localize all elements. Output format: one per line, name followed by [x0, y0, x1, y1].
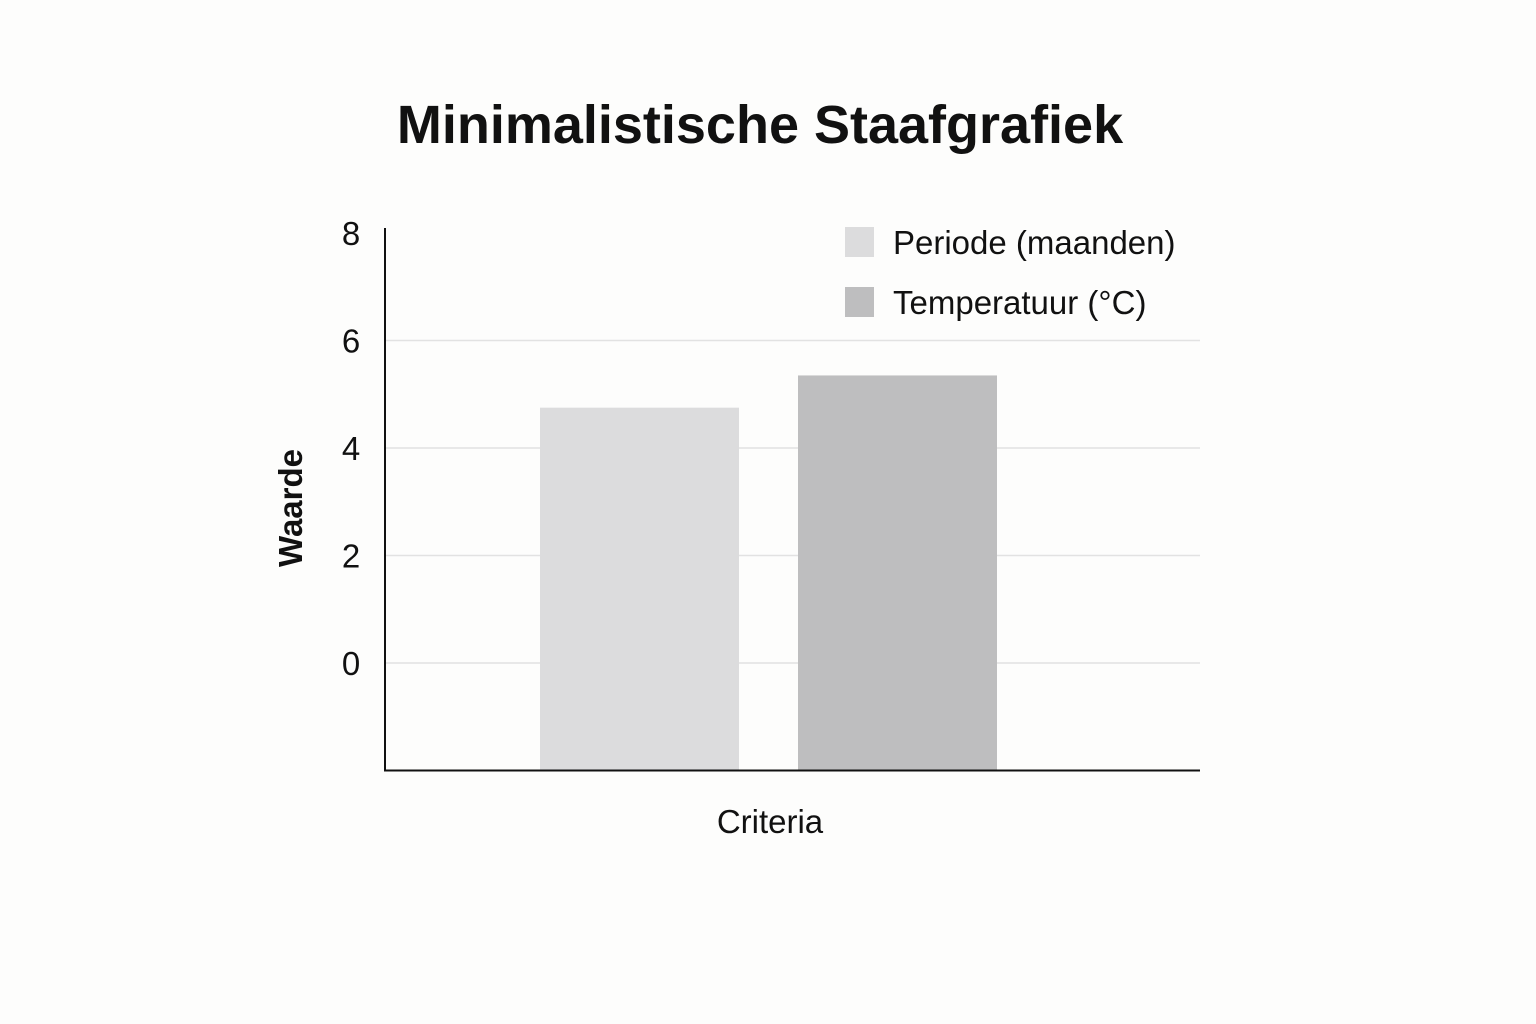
axes	[384, 228, 1200, 772]
y-tick-label: 2	[342, 538, 360, 575]
x-axis-label: Criteria	[717, 803, 824, 840]
legend-label: Periode (maanden)	[893, 224, 1176, 261]
legend: Periode (maanden) Temperatuur (°C)	[845, 224, 1176, 321]
legend-item: Periode (maanden)	[845, 224, 1176, 261]
gridlines	[385, 339, 1200, 664]
y-axis-label: Waarde	[272, 449, 309, 567]
bar-temperatuur	[798, 375, 997, 771]
bars	[540, 375, 997, 771]
bar-periode	[540, 407, 739, 771]
chart-title: Minimalistische Staafgrafiek	[397, 95, 1124, 155]
y-tick-label: 0	[342, 645, 360, 682]
y-tick-label: 6	[342, 323, 360, 360]
legend-item: Temperatuur (°C)	[845, 284, 1146, 321]
legend-swatch	[845, 227, 874, 257]
y-tick-labels: 0 2 4 6 8	[342, 215, 360, 682]
y-tick-label: 4	[342, 430, 360, 467]
legend-swatch	[845, 287, 874, 317]
y-tick-label: 8	[342, 215, 360, 252]
legend-label: Temperatuur (°C)	[893, 284, 1146, 321]
